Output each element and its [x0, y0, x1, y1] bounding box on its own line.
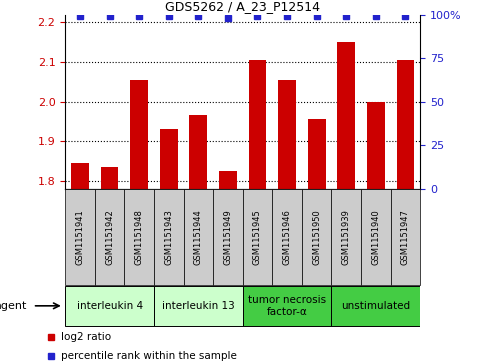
Text: GSM1151940: GSM1151940 — [371, 209, 380, 265]
Bar — [160, 129, 178, 189]
Bar — [71, 163, 89, 189]
Text: interleukin 13: interleukin 13 — [162, 301, 235, 311]
Text: log2 ratio: log2 ratio — [61, 332, 111, 342]
Bar — [391, 189, 420, 285]
Bar — [272, 189, 302, 285]
Bar — [189, 115, 207, 189]
Text: GSM1151948: GSM1151948 — [135, 209, 143, 265]
Bar — [101, 167, 118, 189]
Bar — [367, 102, 384, 189]
Bar — [249, 60, 267, 189]
Bar — [302, 189, 331, 285]
Text: tumor necrosis
factor-α: tumor necrosis factor-α — [248, 295, 326, 317]
Text: unstimulated: unstimulated — [341, 301, 411, 311]
Text: GSM1151939: GSM1151939 — [342, 209, 351, 265]
Text: GSM1151943: GSM1151943 — [164, 209, 173, 265]
Text: interleukin 4: interleukin 4 — [76, 301, 142, 311]
Text: GSM1151942: GSM1151942 — [105, 209, 114, 265]
Bar — [125, 189, 154, 285]
Bar — [154, 189, 184, 285]
Bar — [184, 189, 213, 285]
Bar — [95, 189, 125, 285]
Text: percentile rank within the sample: percentile rank within the sample — [61, 351, 237, 361]
Text: GSM1151947: GSM1151947 — [401, 209, 410, 265]
Text: GSM1151945: GSM1151945 — [253, 209, 262, 265]
Bar — [337, 42, 355, 189]
Bar — [154, 286, 243, 326]
Bar — [213, 189, 242, 285]
Title: GDS5262 / A_23_P12514: GDS5262 / A_23_P12514 — [165, 0, 320, 13]
Bar — [397, 60, 414, 189]
Text: GSM1151946: GSM1151946 — [283, 209, 292, 265]
Text: GSM1151950: GSM1151950 — [312, 209, 321, 265]
Bar — [331, 286, 420, 326]
Bar — [65, 286, 154, 326]
Bar — [219, 171, 237, 189]
Text: agent: agent — [0, 301, 27, 311]
Text: GSM1151944: GSM1151944 — [194, 209, 203, 265]
Bar — [242, 286, 331, 326]
Bar — [331, 189, 361, 285]
Bar — [242, 189, 272, 285]
Bar — [278, 80, 296, 189]
Bar — [65, 189, 95, 285]
Bar — [130, 80, 148, 189]
Text: GSM1151949: GSM1151949 — [224, 209, 232, 265]
Bar — [361, 189, 391, 285]
Text: GSM1151941: GSM1151941 — [75, 209, 85, 265]
Bar — [308, 119, 326, 189]
